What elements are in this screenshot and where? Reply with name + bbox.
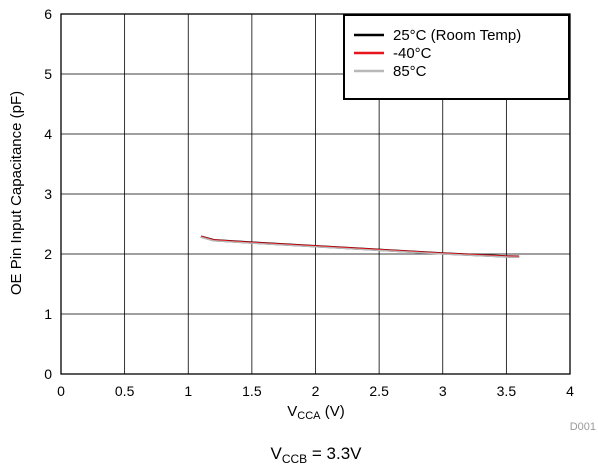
caption-sub: CCB — [282, 452, 307, 466]
y-tick-labels: 0 1 2 3 4 5 6 — [44, 6, 52, 382]
x-tick-label: 1.5 — [242, 383, 262, 399]
y-tick-label: 0 — [44, 366, 52, 382]
y-tick-label: 6 — [44, 6, 52, 22]
x-axis-title-suffix: (V) — [321, 403, 345, 420]
figure-code: D001 — [570, 421, 596, 433]
series-line — [200, 236, 520, 258]
legend-label: 25°C (Room Temp) — [393, 27, 521, 44]
x-tick-label: 2.5 — [369, 383, 389, 399]
series-lines — [200, 235, 520, 258]
y-tick-label: 5 — [44, 66, 52, 82]
x-axis-title-sub: CCA — [297, 410, 321, 422]
caption-main: V — [270, 444, 282, 463]
plot-frame — [60, 13, 571, 375]
y-tick-label: 4 — [44, 126, 52, 142]
y-tick-label: 2 — [44, 246, 52, 262]
y-tick-label: 3 — [44, 186, 52, 202]
legend-label: -40°C — [393, 45, 432, 62]
x-tick-label: 0 — [57, 383, 65, 399]
caption-suffix: = 3.3V — [307, 444, 362, 463]
x-axis-title: VCCA (V) — [287, 403, 344, 422]
x-tick-label: 4 — [566, 383, 574, 399]
legend: 25°C (Room Temp)-40°C85°C — [343, 14, 570, 100]
x-tick-labels: 0 0.5 1 1.5 2 2.5 3 3.5 4 — [57, 383, 574, 399]
x-axis-title-main: V — [287, 403, 297, 420]
legend-box — [343, 14, 570, 100]
x-tick-label: 3.5 — [497, 383, 517, 399]
x-tick-label: 1 — [184, 383, 192, 399]
x-tick-label: 2 — [312, 383, 320, 399]
y-tick-label: 1 — [44, 306, 52, 322]
chart-caption: VCCB = 3.3V — [270, 444, 362, 466]
x-tick-label: 3 — [439, 383, 447, 399]
legend-label: 85°C — [393, 63, 427, 80]
x-tick-label: 0.5 — [115, 383, 135, 399]
y-axis-title: OE Pin Input Capacitance (pF) — [8, 91, 25, 295]
